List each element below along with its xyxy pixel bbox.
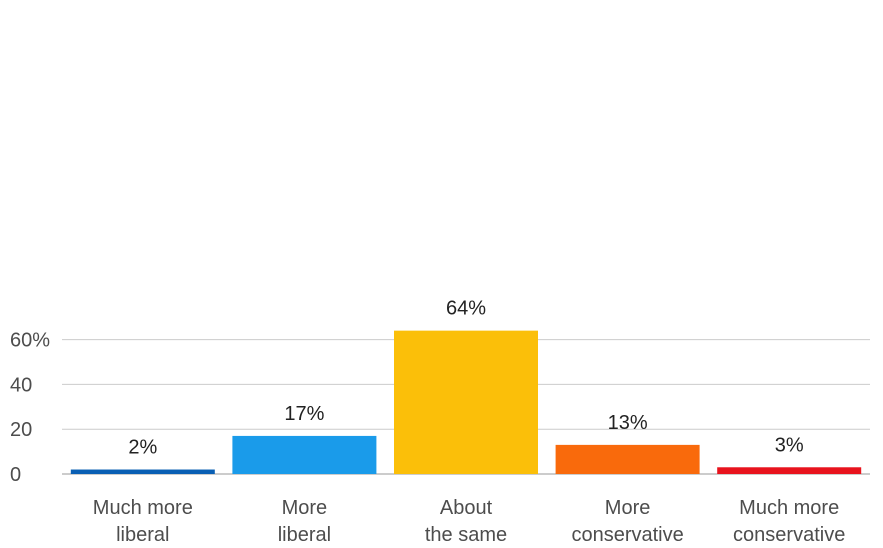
bars: [70, 330, 862, 474]
y-axis-ticks: 0 20 40 60%: [10, 330, 50, 486]
x-axis-labels: Much more liberal More liberal About the same…: [93, 497, 846, 546]
y-tick-label: 60%: [10, 330, 50, 352]
category-label-1-line-1: liberal: [278, 524, 331, 546]
bar-1: [232, 435, 377, 474]
category-label-0-line-0: Much more: [93, 497, 193, 519]
category-label-0-line-1: liberal: [116, 524, 169, 546]
data-label-4: 3%: [775, 434, 804, 456]
category-label-4-line-1: conservative: [733, 524, 845, 546]
category-label-3-line-1: conservative: [571, 524, 683, 546]
data-label-3: 13%: [608, 412, 648, 434]
bar-3: [555, 444, 700, 474]
category-label-4-line-0: Much more: [739, 497, 839, 519]
data-label-2: 64%: [446, 298, 486, 320]
y-tick-label: 40: [10, 374, 32, 396]
category-label-2-line-0: About: [440, 497, 493, 519]
data-label-1: 17%: [284, 403, 324, 425]
data-labels: 2% 17% 64% 13% 3%: [128, 298, 804, 459]
y-tick-label: 0: [10, 464, 21, 486]
category-label-1-line-0: More: [282, 497, 328, 519]
bar-0: [70, 469, 215, 474]
bar-2: [394, 330, 538, 474]
data-label-0: 2%: [128, 437, 157, 459]
category-label-3-line-0: More: [605, 497, 651, 519]
bar-4: [717, 467, 862, 474]
category-label-2-line-1: the same: [425, 524, 507, 546]
y-tick-label: 20: [10, 419, 32, 441]
